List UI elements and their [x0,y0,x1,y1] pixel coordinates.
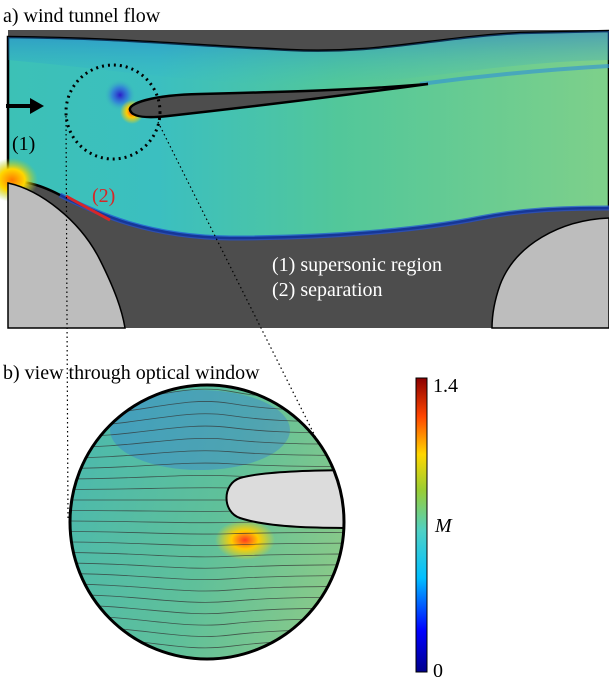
legend-supersonic: (1) supersonic region [272,254,442,276]
streamline [70,531,344,535]
wind-tunnel-panel: (1) (2) (1) supersonic region (2) separa… [0,29,609,329]
panel-a-title: a) wind tunnel flow [3,5,161,27]
streamline [70,583,344,592]
legend-separation: (2) separation [272,279,383,301]
marker-separation: (2) [92,185,115,207]
streamline [70,573,344,581]
wake-streak [419,64,609,86]
streamline [70,552,344,558]
upper-flow-band [8,31,609,86]
streamline [70,462,344,469]
streamline [70,562,344,569]
colorbar: 1.4 0 M [415,375,458,682]
panel-b-title: b) view through optical window [3,362,260,384]
window-airfoil-nose [225,468,344,530]
window-low-mach [110,390,290,470]
connector-line-right [157,121,326,457]
window-border [68,383,346,661]
marker-supersonic: (1) [12,133,35,155]
window-high-mach [215,520,275,560]
airfoil-model [128,82,429,119]
optical-window-view [68,383,346,661]
streamline [70,541,344,546]
separation-line [65,194,111,222]
colorbar-min-label: 0 [433,660,443,682]
colorbar-symbol: M [434,515,453,537]
right-support [491,217,609,329]
colorbar-ramp [415,377,428,673]
streamline [70,450,344,459]
optical-window-outline [64,63,162,161]
colorbar-max-label: 1.4 [433,375,458,397]
flow-direction-arrow [6,98,44,114]
lower-boundary-layer [58,192,609,241]
